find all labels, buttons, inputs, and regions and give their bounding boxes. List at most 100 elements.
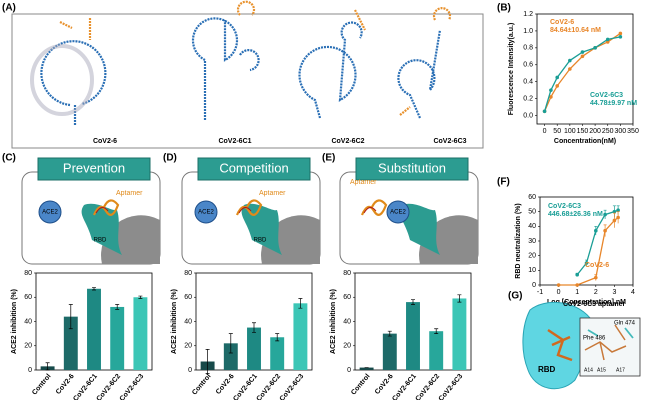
bar [110, 306, 125, 370]
y-tick-label: 60 [528, 194, 536, 201]
error-bar [138, 295, 143, 299]
error-bar [411, 299, 415, 305]
ace2-label: ACE2 [198, 210, 214, 216]
residue-label: Phe 486 [583, 336, 606, 342]
rbd-label: RBD [94, 238, 107, 244]
x-tick-label: 0 [557, 289, 561, 296]
x-tick-label: CoV2-6C3 [438, 373, 465, 400]
aptamer-squiggle-inner [95, 207, 109, 214]
bar [133, 297, 148, 370]
data-point [594, 228, 598, 233]
y-tick-label: 20 [343, 343, 351, 350]
y-tick-label: 20 [184, 343, 192, 350]
data-point [605, 40, 610, 44]
scheme-title: Competition [219, 160, 288, 175]
inset-residues [587, 327, 634, 339]
x-tick-label: 350 [627, 128, 639, 135]
aptamer-label: Aptamer [116, 190, 143, 197]
x-tick-label: 200 [589, 128, 601, 135]
bar [223, 343, 238, 370]
y-tick-label: 30 [528, 238, 536, 245]
series-name: CoV2-6C3 [590, 92, 623, 99]
data-point [618, 31, 623, 36]
rna-structure-highlight [354, 9, 366, 31]
rna-structure-highlight [59, 18, 92, 40]
data-point [612, 209, 617, 214]
series-annotation: 84.64±10.64 nM [550, 27, 601, 34]
x-tick-label: 300 [615, 128, 627, 135]
x-tick-label: CoV2-6C2 [415, 373, 442, 400]
x-tick-label: 100 [564, 128, 576, 135]
y-tick-label: 80 [343, 270, 351, 277]
docking-title: CoV2-6C3 aptamer [563, 301, 626, 308]
data-point [603, 228, 607, 233]
panel-label: (C) [2, 153, 16, 164]
structure-name: CoV2-6C3 [433, 138, 466, 145]
error-bar [434, 328, 439, 334]
data-point [555, 84, 560, 88]
y-tick-label: 80 [184, 270, 192, 277]
bar [247, 327, 261, 370]
y-tick-label: 0.2 [523, 95, 533, 102]
x-tick-label: -1 [537, 289, 543, 296]
base-label: A15 [597, 367, 606, 373]
y-tick-label: 60 [184, 294, 192, 301]
x-tick-label: 4 [631, 289, 635, 296]
data-point [549, 95, 553, 99]
scheme-header [197, 157, 311, 181]
ace2-label: ACE2 [42, 210, 58, 216]
error-bar [68, 304, 73, 330]
y-tick-label: 0 [188, 367, 192, 374]
error-bar [275, 333, 280, 342]
data-point [616, 215, 620, 220]
structure-name: CoV2-6C1 [218, 138, 251, 145]
rna-structure [191, 17, 260, 120]
y-tick-label: 50 [528, 209, 536, 216]
panel-label: (F) [497, 177, 510, 188]
data-point [575, 283, 579, 287]
panel-label: (B) [497, 3, 511, 14]
data-point [549, 88, 553, 92]
structure-name: CoV2-6C2 [331, 138, 364, 145]
x-axis-label: Log [Concentration],nM [547, 299, 626, 306]
data-point [556, 283, 561, 287]
error-bar [205, 349, 210, 374]
error-bar [457, 294, 462, 303]
x-tick-label: Control [31, 373, 52, 397]
data-point [568, 67, 572, 71]
series-line [558, 217, 619, 286]
scheme-title: Substitution [378, 160, 446, 175]
x-tick-label: Control [350, 373, 371, 397]
data-point [616, 208, 620, 212]
y-tick-label: 0.4 [523, 79, 533, 86]
data-point [593, 46, 597, 50]
y-axis-label: RBD neutralization (%) [515, 203, 522, 278]
y-tick-label: 20 [528, 253, 536, 260]
data-point [618, 35, 623, 39]
x-tick-label: CoV2-6 [215, 373, 236, 396]
panel-label: (E) [322, 153, 335, 164]
x-tick-label: 3 [612, 289, 616, 296]
rbd-surface [522, 301, 594, 390]
error-bar [252, 322, 256, 333]
aptamer-label: Aptamer [259, 190, 286, 197]
bar [359, 367, 374, 370]
panel-label: (A) [2, 3, 16, 14]
aptamer-squiggle [235, 199, 263, 216]
series-name: CoV2-6C3 [548, 203, 581, 210]
series-name: CoV2-6 [550, 19, 574, 26]
bar [270, 337, 285, 370]
aptamer-squiggle [92, 199, 120, 216]
y-axis-label: Fluorescence Intensity(a.u.) [508, 23, 515, 116]
y-tick-label: 0.8 [523, 45, 533, 52]
bar [429, 331, 444, 370]
x-tick-label: 150 [577, 128, 589, 135]
y-tick-label: 10 [528, 267, 536, 274]
y-tick-label: 0.0 [523, 112, 533, 119]
structure-name: CoV2-6 [93, 138, 117, 145]
scheme-header [37, 157, 151, 181]
y-axis-label: ACE2 inhibition (%) [330, 289, 337, 354]
y-tick-label: 0 [28, 367, 32, 374]
data-point [555, 75, 560, 80]
